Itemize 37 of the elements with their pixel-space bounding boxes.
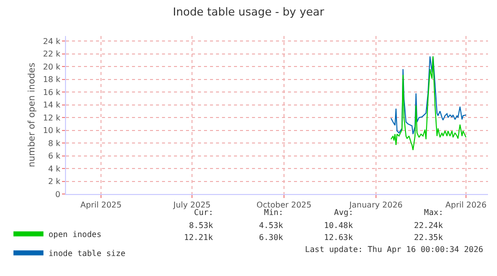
text: 10.48k <box>324 221 354 230</box>
y-tick-label: 22 k <box>43 50 61 59</box>
text: 12.21k <box>184 233 214 242</box>
y-tick-label: 16 k <box>43 88 61 97</box>
text: Avg: <box>334 208 354 217</box>
legend-label: inode table size <box>48 249 126 258</box>
y-tick-label: 2 k <box>48 177 61 186</box>
x-tick-label: April 2025 <box>80 200 122 210</box>
x-tick-label: January 2026 <box>348 200 403 210</box>
x-tick-label: July 2025 <box>172 200 211 210</box>
y-tick-label: 6 k <box>48 152 61 161</box>
x-tick-label: April 2026 <box>445 200 487 210</box>
y-tick-label: 12 k <box>43 113 61 122</box>
text: Min: <box>264 208 284 217</box>
text: 12.63k <box>324 233 354 242</box>
y-tick-label: 10 k <box>43 126 61 136</box>
text: 22.35k <box>414 233 444 242</box>
y-tick-label: 4 k <box>48 164 61 174</box>
y-axis-title: number of open inodes <box>27 62 38 168</box>
text: 4.53k <box>259 221 284 230</box>
text: Cur: <box>194 208 214 217</box>
y-tick-label: 18 k <box>43 75 61 84</box>
line-series <box>390 56 466 151</box>
y-tick-label: 20 k <box>43 62 61 72</box>
y-tick-label: 8 k <box>48 138 61 148</box>
text: 6.30k <box>259 233 284 242</box>
y-tick-label: 14 k <box>43 100 61 110</box>
y-tick-label: 0 <box>55 190 60 199</box>
x-tick-label: October 2025 <box>256 200 312 210</box>
line-series <box>390 56 466 135</box>
text: Max: <box>424 208 444 217</box>
y-tick-label: 24 k <box>43 36 61 46</box>
legend-label: open inodes <box>48 230 102 240</box>
text: Last update: Thu Apr 16 00:00:34 2026 <box>305 245 484 254</box>
text: 8.53k <box>189 221 214 230</box>
chart-title: Inode table usage - by year <box>172 6 325 19</box>
text: 22.24k <box>414 221 444 230</box>
